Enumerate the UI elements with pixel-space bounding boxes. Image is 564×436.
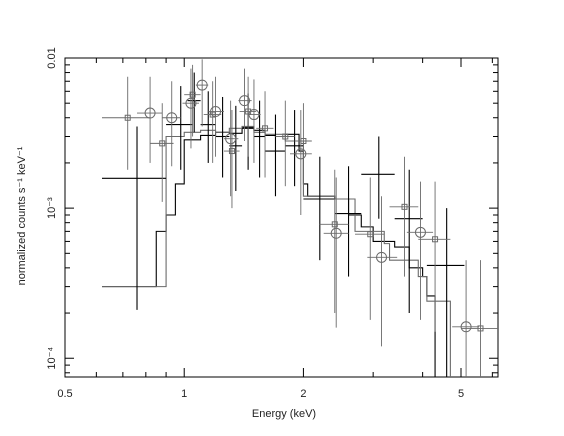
data-point-square <box>203 81 222 163</box>
data-point-circle <box>208 76 224 157</box>
data-point-square <box>389 156 419 277</box>
data-point-circle <box>452 260 479 377</box>
x-tick-label: 0.5 <box>57 388 72 400</box>
data-points <box>101 59 498 377</box>
data-point-cross <box>229 105 243 192</box>
y-axis-title: normalized counts s⁻¹ keV⁻¹ <box>16 146 28 285</box>
data-point-circle <box>195 59 209 127</box>
circle-marker <box>210 106 222 118</box>
circle-marker <box>166 112 178 124</box>
data-point-square <box>223 110 240 209</box>
circle-marker <box>414 226 426 238</box>
model-step-line-2 <box>101 125 451 377</box>
data-point-cross <box>187 72 201 133</box>
plot-frame <box>64 57 499 378</box>
data-point-cross <box>166 86 193 170</box>
model-step-line-1 <box>101 126 436 377</box>
square-marker <box>124 114 131 121</box>
square-marker <box>477 325 484 332</box>
data-point-square <box>184 64 201 137</box>
x-tick-label: 2 <box>300 388 306 400</box>
y-tick-label: 0.01 <box>46 47 58 68</box>
y-tick-label: 10⁻³ <box>46 197 58 219</box>
data-point-circle <box>162 81 181 167</box>
x-tick-label: 1 <box>181 388 187 400</box>
circle-marker <box>185 97 197 109</box>
square-marker <box>331 221 338 228</box>
circle-marker <box>225 133 237 145</box>
circle-marker <box>248 109 260 121</box>
square-marker <box>282 133 289 140</box>
data-point-square <box>275 100 295 187</box>
data-point-cross <box>253 100 266 178</box>
data-point-square <box>418 181 451 332</box>
data-point-circle <box>223 100 239 197</box>
data-point-square <box>256 91 274 178</box>
data-point-circle <box>137 76 163 163</box>
square-marker <box>159 140 166 147</box>
square-marker <box>228 148 235 155</box>
circle-marker <box>376 251 388 263</box>
square-marker <box>367 231 374 238</box>
x-axis-title: Energy (keV) <box>252 408 316 420</box>
model-steps <box>101 125 451 377</box>
data-point-cross <box>303 156 335 261</box>
data-point-cross <box>200 91 216 163</box>
data-point-cross <box>426 208 465 377</box>
data-point-square <box>461 260 498 377</box>
data-point-circle <box>248 79 261 163</box>
data-point-cross <box>334 166 362 277</box>
data-point-circle <box>238 68 252 141</box>
data-point-circle <box>323 177 349 328</box>
data-point-cross <box>394 169 423 314</box>
square-marker <box>189 91 196 98</box>
data-point-cross <box>361 136 395 219</box>
circle-marker <box>196 79 208 91</box>
y-tick-label: 10⁻⁴ <box>46 347 58 370</box>
circle-marker <box>295 148 307 160</box>
data-point-cross <box>215 96 230 178</box>
plot-border <box>64 57 499 378</box>
data-point-square <box>319 169 349 314</box>
square-marker <box>262 125 269 132</box>
x-tick-label: 5 <box>458 388 464 400</box>
data-point-cross <box>101 126 167 310</box>
circle-marker <box>330 227 342 239</box>
square-marker <box>432 236 439 243</box>
circle-marker <box>460 321 472 333</box>
data-point-circle <box>367 196 398 347</box>
circle-marker <box>144 107 156 119</box>
data-point-circle <box>406 181 434 320</box>
data-point-circle <box>290 110 312 215</box>
square-marker <box>401 203 408 210</box>
data-point-square <box>150 103 174 202</box>
axis-ticks: 0.5 1 2 5 10⁻⁴ 10⁻³ 0.01 <box>46 47 498 400</box>
circle-marker <box>239 95 251 107</box>
data-point-square <box>101 76 151 170</box>
data-point-square <box>355 177 385 320</box>
data-point-circle <box>182 68 200 149</box>
data-point-cross <box>265 114 286 197</box>
